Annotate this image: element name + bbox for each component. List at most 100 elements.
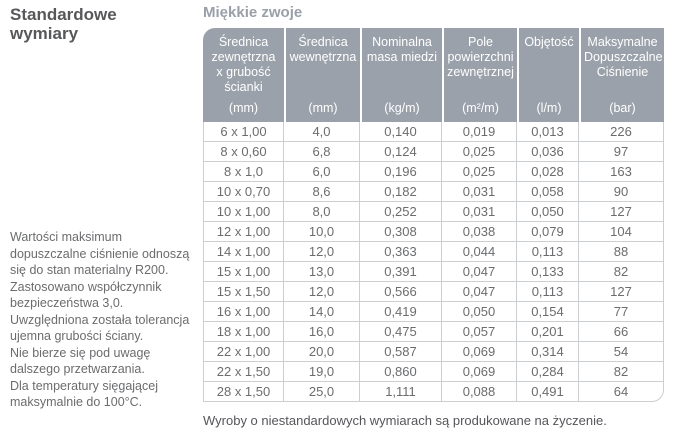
table-cell: 16,0 <box>284 322 360 342</box>
table-cell: 18 x 1,00 <box>203 322 284 342</box>
table-cell: 13,0 <box>284 262 360 282</box>
table-cell: 0,019 <box>442 122 517 142</box>
dimensions-table: Średnica zewnętrzna x grubość ścianki (mm… <box>203 28 664 402</box>
table-cell: 0,113 <box>517 242 579 262</box>
table-cell: 28 x 1,50 <box>203 382 284 402</box>
table-cell: 14 x 1,00 <box>203 242 284 262</box>
table-row: 28 x 1,50 25,0 1,111 0,088 0,491 64 <box>203 382 664 402</box>
table-cell: 8 x 1,0 <box>203 162 284 182</box>
table-cell: 6,0 <box>284 162 360 182</box>
table-cell: 66 <box>579 322 664 342</box>
table-cell: 0,491 <box>517 382 579 402</box>
table-cell: 10 x 1,00 <box>203 202 284 222</box>
column-unit: (bar) <box>609 101 636 115</box>
table-cell: 10 x 0,70 <box>203 182 284 202</box>
table-cell: 0,860 <box>360 362 442 382</box>
table-row: 12 x 1,00 10,0 0,308 0,038 0,079 104 <box>203 222 664 242</box>
table-cell: 4,0 <box>284 122 360 142</box>
column-header-6: Maksymalne Dopuszczalne Ciśnienie (bar) <box>579 28 664 122</box>
table-row: 22 x 1,50 19,0 0,860 0,069 0,284 82 <box>203 362 664 382</box>
page-title: Standardowe wymiary <box>10 5 117 43</box>
table-cell: 226 <box>579 122 664 142</box>
table-cell: 82 <box>579 262 664 282</box>
table-cell: 8,0 <box>284 202 360 222</box>
table-cell: 0,314 <box>517 342 579 362</box>
table-cell: 8,6 <box>284 182 360 202</box>
table-row: 10 x 0,70 8,6 0,182 0,031 0,058 90 <box>203 182 664 202</box>
table-cell: 19,0 <box>284 362 360 382</box>
table-cell: 0,050 <box>517 202 579 222</box>
table-cell: 0,047 <box>442 262 517 282</box>
column-unit: (mm) <box>228 101 259 115</box>
table-cell: 0,013 <box>517 122 579 142</box>
column-header-4: Pole powierzchni zewnętrznej (m²/m) <box>442 28 517 122</box>
table-row: 6 x 1,00 4,0 0,140 0,019 0,013 226 <box>203 122 664 142</box>
table-cell: 163 <box>579 162 664 182</box>
table-cell: 0,252 <box>360 202 442 222</box>
sidebar-note: Wartości maksimum dopuszczalne ciśnienie… <box>10 230 190 409</box>
column-header-1: Średnica zewnętrzna x grubość ścianki (mm… <box>203 28 284 122</box>
table-cell: 0,025 <box>442 162 517 182</box>
column-title: Objętość <box>524 35 574 49</box>
table-row: 8 x 0,60 6,8 0,124 0,025 0,036 97 <box>203 142 664 162</box>
table-cell: 0,058 <box>517 182 579 202</box>
column-unit: (m²/m) <box>462 101 499 115</box>
column-header-3: Nominalna masa miedzi (kg/m) <box>360 28 442 122</box>
column-title: Pole powierzchni zewnętrznej <box>447 35 514 79</box>
column-header-5: Objętość (l/m) <box>517 28 579 122</box>
main-content: Miękkie zwoje Średnica zewnętrzna x grub… <box>203 4 664 428</box>
table-cell: 6,8 <box>284 142 360 162</box>
table-cell: 0,475 <box>360 322 442 342</box>
table-cell: 0,069 <box>442 362 517 382</box>
table-cell: 127 <box>579 202 664 222</box>
column-title: Średnica zewnętrzna x grubość ścianki <box>211 35 276 94</box>
column-unit: (l/m) <box>536 101 562 115</box>
table-row: 16 x 1,00 14,0 0,419 0,050 0,154 77 <box>203 302 664 322</box>
column-header-2: Średnica wewnętrzna (mm) <box>284 28 360 122</box>
table-cell: 25,0 <box>284 382 360 402</box>
table-cell: 6 x 1,00 <box>203 122 284 142</box>
table-cell: 0,036 <box>517 142 579 162</box>
table-cell: 0,419 <box>360 302 442 322</box>
table-cell: 0,124 <box>360 142 442 162</box>
table-cell: 0,587 <box>360 342 442 362</box>
table-cell: 0,566 <box>360 282 442 302</box>
column-title: Nominalna masa miedzi <box>366 35 438 64</box>
table-cell: 90 <box>579 182 664 202</box>
table-cell: 0,031 <box>442 202 517 222</box>
table-cell: 20,0 <box>284 342 360 362</box>
table-cell: 0,044 <box>442 242 517 262</box>
table-cell: 0,133 <box>517 262 579 282</box>
table-cell: 15 x 1,00 <box>203 262 284 282</box>
table-cell: 8 x 0,60 <box>203 142 284 162</box>
table-cell: 15 x 1,50 <box>203 282 284 302</box>
table-cell: 54 <box>579 342 664 362</box>
table-cell: 0,154 <box>517 302 579 322</box>
column-unit: (mm) <box>308 101 338 115</box>
table-cell: 22 x 1,50 <box>203 362 284 382</box>
table-cell: 12 x 1,00 <box>203 222 284 242</box>
table-cell: 97 <box>579 142 664 162</box>
table-row: 15 x 1,50 12,0 0,566 0,047 0,113 127 <box>203 282 664 302</box>
table-cell: 14,0 <box>284 302 360 322</box>
table-cell: 0,047 <box>442 282 517 302</box>
table-title: Miękkie zwoje <box>203 4 303 21</box>
table-cell: 0,025 <box>442 142 517 162</box>
table-cell: 0,308 <box>360 222 442 242</box>
table-cell: 64 <box>579 382 664 402</box>
column-title: Średnica wewnętrzna <box>289 35 357 64</box>
table-header-row: Średnica zewnętrzna x grubość ścianki (mm… <box>203 28 664 122</box>
table-cell: 12,0 <box>284 242 360 262</box>
table-cell: 0,057 <box>442 322 517 342</box>
table-cell: 0,363 <box>360 242 442 262</box>
footer-note: Wyroby o niestandardowych wymiarach są p… <box>203 413 607 428</box>
table-cell: 0,182 <box>360 182 442 202</box>
table-cell: 127 <box>579 282 664 302</box>
table-cell: 77 <box>579 302 664 322</box>
table-cell: 1,111 <box>360 382 442 402</box>
table-cell: 0,031 <box>442 182 517 202</box>
table-row: 8 x 1,0 6,0 0,196 0,025 0,028 163 <box>203 162 664 182</box>
table-body: 6 x 1,00 4,0 0,140 0,019 0,013 226 8 x 0,60 6,8… <box>203 122 664 402</box>
table-cell: 0,140 <box>360 122 442 142</box>
